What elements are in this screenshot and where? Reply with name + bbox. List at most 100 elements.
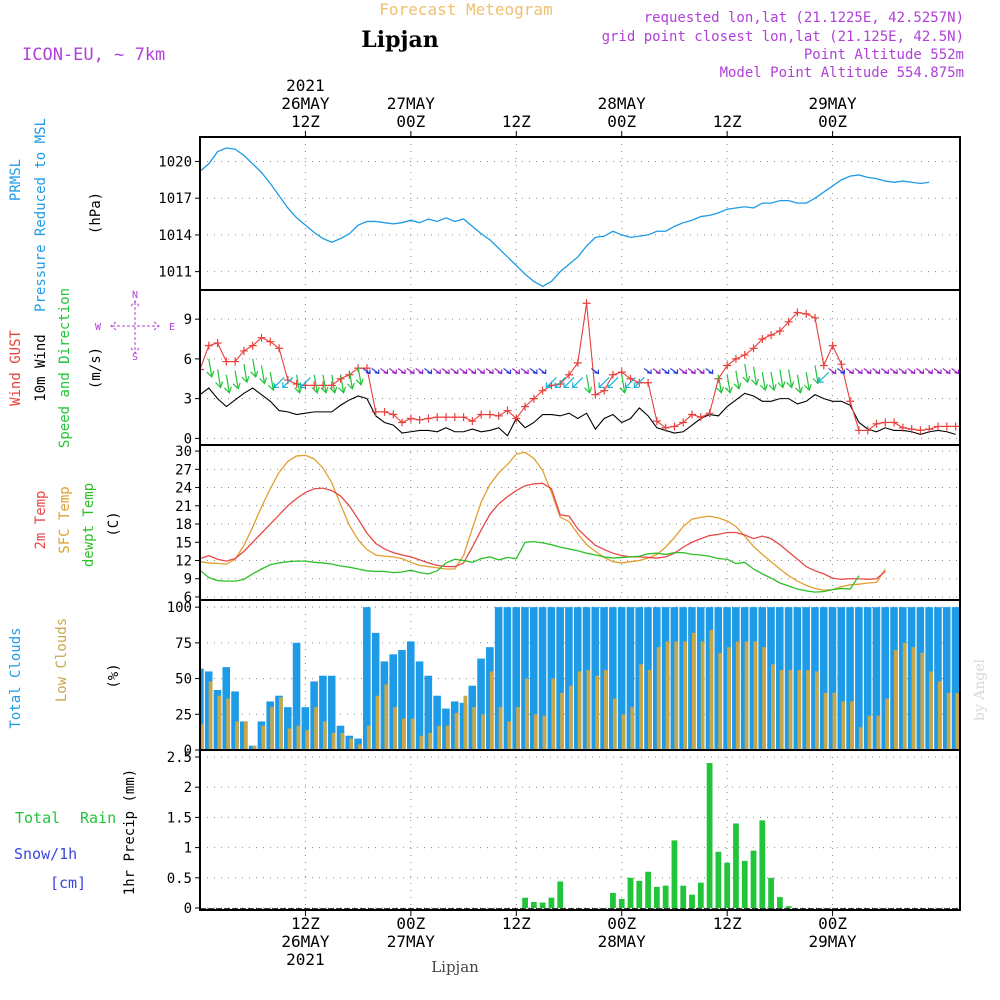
total-clouds-bar (301, 707, 310, 750)
total-clouds-bar (635, 607, 643, 750)
low-clouds-bar (401, 718, 406, 750)
wind-direction-arrow (380, 367, 389, 375)
pressure-frame (199, 136, 961, 291)
low-clouds-bar (560, 692, 564, 750)
total-clouds-bar (679, 607, 687, 750)
low-clouds-bar (296, 725, 301, 750)
rain-bar (530, 901, 537, 908)
clouds-tick-label: 100 (167, 600, 192, 616)
temp-sfc-line (200, 451, 886, 591)
footer-location: Lipjan (431, 958, 479, 976)
wind-direction-arrow (854, 367, 863, 375)
wind-direction-arrow (696, 367, 705, 375)
time-label-bottom: 27MAY (387, 932, 436, 951)
low-clouds-bar (832, 692, 837, 750)
wind-gust-marker (204, 341, 213, 350)
rain-bar (706, 763, 713, 908)
wind-gust-marker (854, 426, 863, 435)
model-label: ICON-EU, ~ 7km (22, 45, 165, 65)
precip-unit: 1hr Precip (mm) (122, 769, 138, 895)
wind-gust-marker (600, 386, 609, 395)
wind-direction-arrow (511, 367, 520, 375)
low-clouds-bar (463, 695, 468, 750)
total-clouds-bar (556, 607, 564, 750)
wind-direction-arrow (311, 374, 320, 394)
wind-direction-arrow (529, 367, 538, 375)
wind-direction-arrow (942, 367, 951, 375)
temp-unit: (C) (106, 511, 122, 536)
wind-direction-arrow (916, 367, 925, 375)
wind-direction-arrow (678, 367, 687, 375)
wind-direction-arrow (355, 366, 364, 386)
wind-gust-marker (398, 418, 407, 427)
total-clouds-bar (477, 658, 485, 750)
wind-gust-marker (934, 422, 943, 431)
wind-gust-marker (942, 422, 951, 431)
temperature-tick-label: 18 (175, 517, 192, 533)
wind-direction-arrow (633, 377, 645, 389)
wind-direction-arrow (751, 366, 760, 386)
wind-direction-arrow (520, 367, 529, 375)
wind-direction-arrow (624, 377, 636, 389)
wind-gust-marker (521, 402, 530, 411)
wind-direction-arrow (494, 367, 503, 375)
wind-direction-arrow (715, 374, 724, 394)
wind-gust-marker (828, 341, 837, 350)
wind-10m-line (200, 387, 956, 437)
wind-direction-arrow (299, 377, 311, 389)
wind-direction-arrow (459, 367, 468, 375)
wind-direction-arrow (362, 367, 371, 375)
low-clouds-bar (770, 664, 775, 750)
low-clouds-bar (287, 728, 292, 750)
rain-bar (618, 898, 625, 908)
low-clouds-bar (445, 725, 450, 750)
total-clouds-bar (661, 607, 670, 750)
total-clouds-label: Total Clouds (8, 627, 24, 728)
low-clouds-bar (516, 707, 520, 750)
low-clouds-bar (533, 714, 538, 750)
low-clouds-bar (885, 698, 890, 750)
wind-direction-arrow (294, 374, 303, 394)
time-label-bottom: 00Z (607, 914, 636, 933)
low-clouds-bar (683, 641, 687, 750)
pressure-label-msl: Pressure Reduced to MSL (33, 118, 49, 312)
rain-bar (689, 894, 695, 908)
wind-direction-arrow (598, 377, 610, 389)
panels-layer: 1011101410171020036969121518212427300255… (158, 76, 961, 969)
low-clouds-bar (410, 718, 415, 750)
total-clouds-bar (275, 695, 283, 750)
wind-direction-arrow (863, 367, 872, 375)
wind-direction-arrow (554, 377, 566, 389)
wind-gust-marker (239, 346, 248, 355)
pressure-unit: (hPa) (88, 192, 104, 234)
total-clouds-bar (942, 607, 951, 750)
rain-bar (662, 885, 669, 908)
wind-direction-arrow (845, 367, 854, 375)
clouds-tick-label: 25 (175, 707, 192, 723)
low-clouds-bar (955, 692, 960, 750)
low-clouds-bar (735, 641, 740, 750)
wind-direction-arrow (786, 369, 795, 389)
wind-direction-arrow (406, 367, 415, 375)
rain-bar (671, 840, 678, 908)
time-label-top: 00Z (818, 112, 847, 131)
model-altitude: Model Point Altitude 554.875m (720, 65, 964, 81)
wind-direction-arrow (563, 377, 575, 389)
wind-direction-arrow (338, 374, 347, 394)
pressure-tick-label: 1011 (158, 265, 192, 281)
wind-direction-arrow (607, 377, 619, 389)
total-clouds-bar (565, 607, 573, 750)
wind-gust-marker (512, 414, 521, 423)
low-clouds-bar (217, 695, 222, 750)
precipitation-tick-label: 2.5 (167, 750, 192, 766)
low-clouds-bar (894, 650, 898, 750)
low-clouds-bar (278, 697, 283, 750)
wind-gust-marker (907, 425, 916, 434)
low-clouds-bar (226, 698, 231, 750)
precipitation-tick-label: 2 (184, 780, 192, 796)
wind-gust-marker (819, 361, 828, 370)
low-clouds-bar (542, 715, 547, 750)
total-clouds-bar (389, 654, 397, 750)
low-clouds-bar (577, 671, 582, 750)
wind-gust-marker (538, 386, 547, 395)
